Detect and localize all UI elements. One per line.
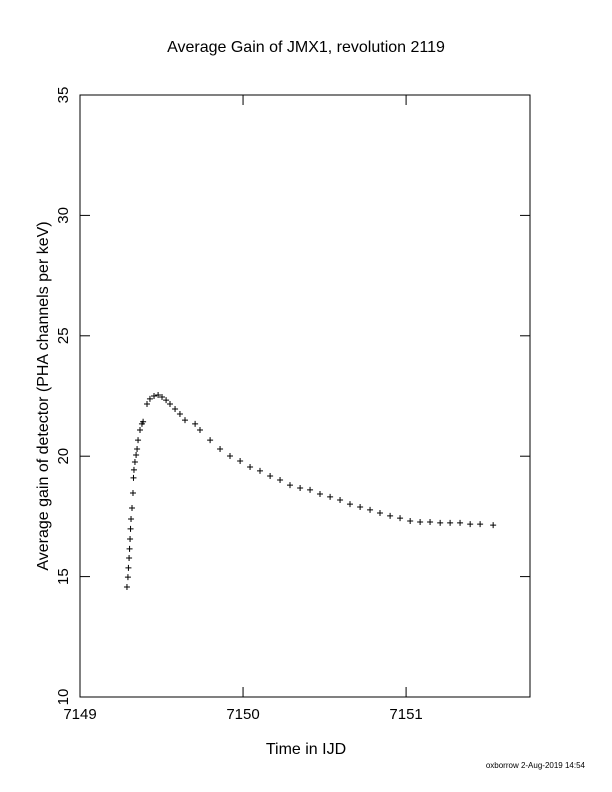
marker xyxy=(347,501,353,508)
marker xyxy=(307,486,314,493)
marker xyxy=(397,515,404,522)
y-tick-label: 10 xyxy=(55,689,72,706)
marker xyxy=(163,397,170,404)
marker xyxy=(135,437,142,444)
marker xyxy=(387,512,394,519)
marker xyxy=(357,504,364,511)
marker xyxy=(197,426,203,433)
marker xyxy=(129,504,136,511)
marker xyxy=(277,477,284,484)
marker xyxy=(217,445,224,452)
marker xyxy=(127,525,134,532)
marker xyxy=(427,518,434,525)
marker xyxy=(130,466,137,473)
marker xyxy=(176,411,183,418)
marker xyxy=(447,519,454,526)
marker xyxy=(407,517,414,524)
plot-frame xyxy=(79,94,531,698)
marker xyxy=(247,464,254,471)
marker xyxy=(172,406,179,413)
x-tick-label: 7151 xyxy=(389,706,422,723)
marker xyxy=(267,472,274,479)
marker xyxy=(297,484,304,491)
marker xyxy=(126,555,133,562)
marker xyxy=(490,522,497,529)
marker xyxy=(124,574,131,581)
marker xyxy=(144,400,151,407)
marker xyxy=(151,393,158,399)
marker xyxy=(477,521,484,528)
marker xyxy=(287,482,293,489)
marker xyxy=(127,536,134,543)
marker xyxy=(123,583,130,590)
marker xyxy=(131,458,138,465)
marker xyxy=(327,493,334,500)
marker xyxy=(417,518,424,525)
y-tick-label: 20 xyxy=(55,448,72,465)
marker xyxy=(146,395,153,402)
marker xyxy=(437,519,444,526)
y-tick-label: 35 xyxy=(55,87,72,104)
marker xyxy=(192,420,199,427)
marker xyxy=(182,417,188,424)
marker xyxy=(128,516,135,523)
marker xyxy=(134,445,141,452)
marker xyxy=(467,521,474,528)
chart-title: Average Gain of JMX1, revolution 2119 xyxy=(167,39,445,56)
y-tick-label: 15 xyxy=(55,568,72,585)
marker xyxy=(140,418,147,425)
x-tick-label: 7150 xyxy=(226,706,259,723)
x-tick-label: 7149 xyxy=(63,706,96,723)
y-axis-label: Average gain of detector (PHA channels p… xyxy=(35,221,52,570)
x-axis-label: Time in IJD xyxy=(266,741,346,758)
marker xyxy=(133,451,140,458)
marker xyxy=(137,426,143,433)
y-tick-label: 30 xyxy=(55,207,72,224)
marker xyxy=(377,510,383,517)
marker xyxy=(130,474,137,481)
footer: oxborrow 2-Aug-2019 14:54 xyxy=(486,761,586,770)
marker xyxy=(367,506,374,513)
y-tick-label: 25 xyxy=(55,327,72,344)
marker xyxy=(207,437,214,444)
marker xyxy=(257,467,263,474)
marker xyxy=(126,545,133,552)
marker xyxy=(159,393,166,400)
marker xyxy=(227,452,233,459)
marker xyxy=(129,490,136,497)
marker xyxy=(125,564,132,571)
marker xyxy=(155,392,162,399)
marker xyxy=(167,400,173,407)
marker xyxy=(457,519,464,526)
marker xyxy=(237,458,244,465)
marker xyxy=(317,491,323,498)
marker xyxy=(337,497,344,504)
